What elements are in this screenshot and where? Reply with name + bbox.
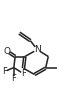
Text: O: O bbox=[3, 47, 10, 56]
Text: N: N bbox=[34, 45, 41, 54]
Text: F: F bbox=[11, 74, 16, 83]
Text: F: F bbox=[21, 69, 26, 78]
Text: F: F bbox=[2, 67, 7, 76]
